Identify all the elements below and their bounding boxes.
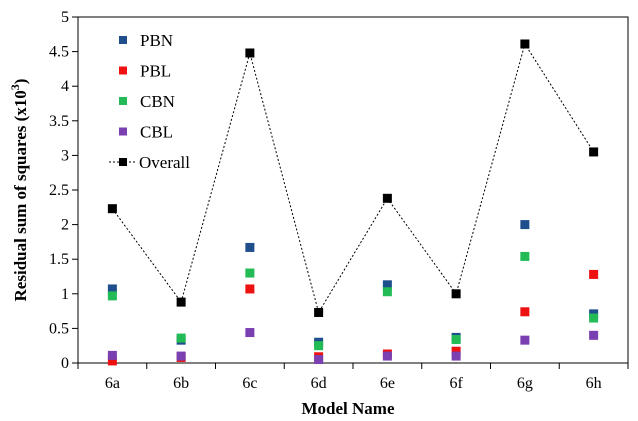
legend-item-overall: Overall	[109, 153, 190, 172]
legend-item-cbn: CBN	[119, 92, 175, 111]
x-tick-label: 6a	[105, 375, 120, 392]
data-point-pbl-6c	[245, 284, 255, 294]
data-point-cbl-6b	[176, 351, 186, 361]
data-point-cbn-6e	[382, 287, 392, 297]
data-point-cbn-6b	[176, 333, 186, 343]
x-tick-label: 6f	[449, 375, 463, 392]
data-point-pbl-6h	[589, 269, 599, 279]
y-axis-title-superscript: 3	[8, 84, 22, 90]
x-tick-label: 6c	[242, 375, 257, 392]
y-tick-label: 2.5	[49, 182, 69, 199]
data-point-overall-6h	[589, 147, 599, 157]
y-tick-label: 2	[61, 217, 69, 234]
data-point-cbn-6a	[107, 291, 117, 301]
legend-swatch	[119, 36, 127, 44]
y-tick-label: 0.5	[49, 320, 69, 337]
data-point-cbn-6c	[245, 268, 255, 278]
data-point-overall-6e	[382, 193, 392, 203]
data-point-cbn-6g	[520, 251, 530, 261]
x-axis-title: Model Name	[301, 399, 394, 418]
series-line-overall	[111, 42, 595, 314]
series-pbn	[107, 220, 599, 347]
y-tick-label: 1	[61, 286, 69, 303]
data-point-cbn-6d	[314, 341, 324, 351]
series-pbl	[107, 269, 599, 366]
x-tick-label: 6d	[311, 375, 327, 392]
legend-swatch	[119, 97, 127, 105]
data-point-pbn-6a	[107, 284, 117, 294]
x-axis: 6a 6b 6c 6d 6e 6f 6g 6h	[77, 363, 629, 392]
legend-label: CBN	[140, 92, 175, 111]
legend-swatch	[119, 127, 127, 136]
y-tick-label: 3.5	[49, 113, 69, 130]
data-point-overall-6a	[107, 204, 117, 214]
data-point-pbl-6f	[451, 346, 461, 356]
y-tick-label: 4.5	[49, 44, 69, 61]
data-point-cbl-6c	[245, 328, 255, 338]
data-point-overall-6c	[245, 48, 255, 58]
y-tick-label: 3	[61, 147, 69, 164]
data-point-pbn-6c	[245, 242, 255, 252]
x-tick-label: 6e	[380, 375, 395, 392]
data-point-cbl-6d	[314, 355, 324, 365]
data-point-cbl-6g	[520, 335, 530, 345]
data-point-overall-6d	[314, 307, 324, 317]
x-tick-label: 6b	[173, 375, 189, 392]
legend-item-pbl: PBL	[119, 62, 171, 81]
data-point-cbl-6a	[107, 350, 117, 360]
y-axis-title-close: )	[11, 79, 30, 85]
data-point-overall-6f	[451, 289, 461, 299]
legend-label: Overall	[139, 153, 190, 172]
data-point-pbn-6e	[382, 280, 392, 290]
legend-item-pbn: PBN	[119, 31, 173, 50]
data-point-cbl-6f	[451, 351, 461, 361]
legend-label: PBL	[140, 62, 171, 81]
series-layer	[107, 39, 599, 366]
y-axis-title: Residual sum of squares (x103)	[8, 79, 30, 302]
data-point-pbl-6g	[520, 307, 530, 317]
y-tick-label: 4	[61, 78, 69, 95]
y-axis-title-main: Residual sum of squares (x10	[11, 90, 30, 301]
x-tick-label: 6g	[517, 375, 533, 392]
y-tick-label: 1.5	[49, 251, 69, 268]
data-point-overall-6b	[176, 297, 186, 307]
legend-swatch	[119, 158, 127, 166]
data-point-pbl-6a	[107, 356, 117, 366]
y-tick-label: 5	[61, 9, 69, 26]
data-point-overall-6g	[520, 39, 530, 49]
data-point-cbl-6h	[589, 330, 599, 340]
data-point-cbl-6e	[382, 351, 392, 361]
legend-label: CBL	[140, 123, 173, 142]
data-point-cbn-6h	[589, 313, 599, 323]
series-cbn	[107, 251, 599, 351]
legend-label: PBN	[140, 31, 173, 50]
data-point-cbn-6f	[451, 334, 461, 344]
legend-swatch	[119, 66, 127, 75]
series-cbl	[107, 328, 599, 365]
data-point-pbn-6g	[520, 220, 530, 230]
legend: PBN PBL CBN CBL Overall	[109, 31, 190, 172]
legend-item-cbl: CBL	[119, 123, 173, 142]
x-tick-label: 6h	[586, 375, 602, 392]
y-tick-label: 0	[61, 355, 69, 372]
series-overall	[107, 39, 599, 317]
y-axis: 0 0.5 1 1.5 2 2.5 3 3.5 4 4.5 5	[49, 9, 78, 372]
